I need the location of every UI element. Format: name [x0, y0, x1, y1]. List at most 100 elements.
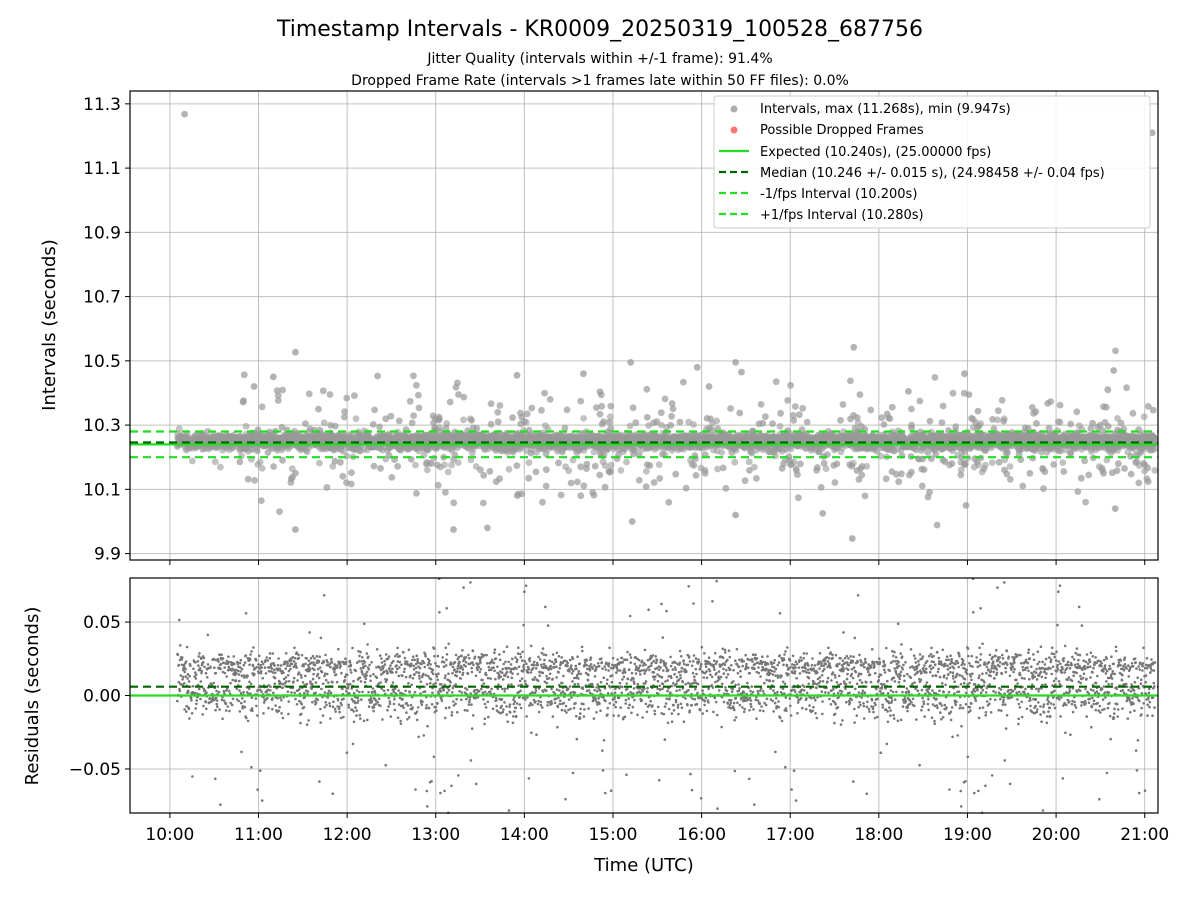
interval-point	[777, 409, 784, 417]
interval-point	[500, 447, 508, 455]
interval-point	[1006, 476, 1014, 483]
interval-point	[1112, 347, 1119, 355]
figure-title: Timestamp Intervals - KR0009_20250319_10…	[276, 17, 923, 42]
interval-point	[374, 372, 381, 380]
residual-point	[281, 716, 285, 720]
residual-point	[228, 709, 231, 713]
residual-point	[238, 679, 241, 683]
residual-point	[251, 709, 254, 713]
interval-point	[948, 460, 956, 468]
interval-point	[1000, 417, 1008, 425]
residual-point	[257, 671, 261, 675]
interval-point	[1044, 400, 1052, 407]
interval-point	[746, 467, 753, 474]
interval-point	[377, 434, 385, 442]
interval-point	[316, 459, 323, 467]
x-tick-label: 16:00	[677, 825, 726, 845]
interval-point	[242, 422, 250, 430]
residual-point	[217, 660, 220, 663]
interval-point	[617, 467, 625, 474]
interval-point	[665, 498, 673, 506]
interval-point	[270, 463, 277, 470]
interval-point	[395, 445, 403, 453]
residual-point	[264, 659, 267, 662]
interval-point	[1102, 403, 1110, 411]
residual-point	[178, 618, 181, 622]
residual-point	[198, 652, 201, 655]
residual-point	[227, 690, 231, 693]
residual-point	[259, 663, 263, 667]
interval-point	[858, 423, 865, 430]
residual-point	[201, 713, 204, 716]
interval-point	[820, 459, 828, 467]
interval-point	[517, 420, 525, 428]
interval-point	[406, 397, 414, 405]
residual-point	[255, 704, 258, 708]
residual-point	[237, 673, 241, 676]
residual-point	[199, 697, 202, 701]
interval-point	[728, 449, 736, 456]
interval-point	[623, 458, 630, 466]
residual-point	[202, 704, 205, 708]
residual-point	[270, 667, 274, 670]
interval-point	[420, 445, 428, 453]
interval-point	[924, 493, 932, 501]
interval-point	[949, 389, 957, 397]
interval-point	[577, 463, 584, 471]
interval-point	[598, 420, 606, 428]
interval-point	[1132, 458, 1140, 466]
interval-point	[596, 410, 604, 418]
interval-outlier-point	[450, 526, 457, 533]
residual-point	[236, 669, 240, 673]
interval-point	[939, 402, 947, 410]
interval-point	[958, 432, 966, 440]
interval-point	[597, 391, 605, 399]
residual-point	[271, 671, 275, 674]
interval-point	[669, 405, 677, 413]
interval-point	[523, 410, 531, 418]
interval-point	[331, 422, 339, 430]
x-tick-label: 21:00	[1120, 825, 1169, 845]
residual-point	[242, 690, 245, 694]
interval-point	[918, 482, 926, 490]
residual-point	[222, 699, 226, 702]
interval-point	[630, 447, 638, 454]
interval-point	[567, 479, 575, 487]
interval-point	[853, 467, 861, 474]
interval-point	[341, 408, 349, 415]
residual-point	[287, 712, 290, 716]
interval-point	[1073, 408, 1081, 416]
residual-point	[224, 702, 228, 706]
x-tick-label: 14:00	[500, 825, 549, 845]
residual-point	[181, 656, 184, 659]
interval-point	[532, 468, 540, 476]
interval-point	[352, 415, 360, 423]
interval-point	[957, 466, 965, 474]
interval-point	[1135, 479, 1143, 487]
interval-point	[175, 425, 183, 433]
residual-point	[266, 688, 270, 692]
interval-point	[279, 386, 286, 394]
residual-point	[271, 707, 274, 711]
residual-point	[243, 705, 247, 709]
interval-point	[906, 471, 913, 479]
residual-point	[234, 679, 238, 682]
interval-point	[517, 409, 524, 417]
residual-point	[219, 662, 223, 666]
interval-point	[204, 427, 212, 435]
residual-point	[183, 670, 187, 674]
interval-point	[830, 461, 838, 469]
interval-point	[1040, 485, 1047, 492]
interval-point	[339, 472, 347, 480]
residual-point	[247, 687, 251, 691]
interval-point	[472, 434, 480, 442]
interval-point	[369, 421, 377, 428]
residual-point	[232, 662, 236, 666]
residual-point	[238, 689, 241, 692]
x-tick-label: 13:00	[411, 825, 460, 845]
interval-point	[614, 434, 622, 442]
x-tick-label: 10:00	[145, 825, 194, 845]
residual-point	[192, 667, 195, 671]
interval-point	[799, 404, 807, 412]
interval-outlier-point	[962, 502, 970, 509]
